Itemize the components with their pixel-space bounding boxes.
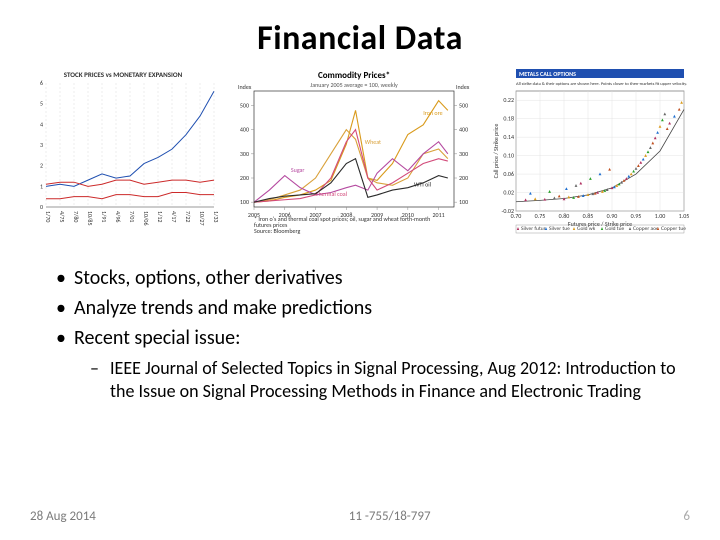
svg-text:Sugar: Sugar xyxy=(291,166,305,174)
svg-text:4: 4 xyxy=(40,120,43,128)
svg-text:1.00: 1.00 xyxy=(655,212,666,220)
svg-text:4/75: 4/75 xyxy=(58,211,66,222)
svg-text:400: 400 xyxy=(459,126,468,134)
svg-text:0.18: 0.18 xyxy=(503,115,514,123)
svg-text:1: 1 xyxy=(40,182,43,190)
svg-text:100: 100 xyxy=(240,198,249,206)
sub-bullet-item: IEEE Journal of Selected Topics in Signa… xyxy=(110,357,692,404)
svg-text:1/12: 1/12 xyxy=(156,211,164,222)
svg-text:500: 500 xyxy=(240,102,249,110)
svg-text:Index: Index xyxy=(456,83,470,91)
svg-text:400: 400 xyxy=(240,126,249,134)
svg-text:Copper aoe: Copper aoe xyxy=(633,226,659,232)
svg-text:0.80: 0.80 xyxy=(559,212,570,220)
svg-text:10/27: 10/27 xyxy=(198,211,206,225)
svg-text:0.70: 0.70 xyxy=(511,212,522,220)
footer-course: 11 -755/18-797 xyxy=(349,509,431,524)
slide: Financial Data STOCK PRICES vs MONETARY … xyxy=(0,0,720,540)
svg-text:METALS CALL OPTIONS: METALS CALL OPTIONS xyxy=(519,70,576,78)
chart-right: METALS CALL OPTIONS All strike data & the… xyxy=(490,69,690,239)
chart-left-svg: STOCK PRICES vs MONETARY EXPANSION 0 1 2 3 4 5… xyxy=(28,69,218,239)
svg-text:0.06: 0.06 xyxy=(503,170,514,178)
svg-text:200: 200 xyxy=(240,174,249,182)
svg-text:200: 200 xyxy=(459,174,468,182)
svg-text:Copper tue: Copper tue xyxy=(661,226,686,232)
svg-text:0.95: 0.95 xyxy=(631,212,642,220)
svg-text:6: 6 xyxy=(40,79,43,87)
svg-text:0.75: 0.75 xyxy=(535,212,546,220)
svg-text:0: 0 xyxy=(40,203,43,211)
svg-text:STOCK PRICES vs MONETARY EXPAN: STOCK PRICES vs MONETARY EXPANSION xyxy=(64,70,183,79)
svg-text:0.14: 0.14 xyxy=(503,133,514,141)
svg-text:Wheat: Wheat xyxy=(365,138,381,146)
svg-text:7/01: 7/01 xyxy=(128,211,136,222)
svg-text:100: 100 xyxy=(459,198,468,206)
svg-text:0.90: 0.90 xyxy=(607,212,618,220)
svg-text:1/70: 1/70 xyxy=(44,211,52,222)
slide-title: Financial Data xyxy=(28,18,692,59)
svg-text:0.85: 0.85 xyxy=(583,212,594,220)
charts-row: STOCK PRICES vs MONETARY EXPANSION 0 1 2 3 4 5… xyxy=(28,69,692,239)
svg-text:10/85: 10/85 xyxy=(86,211,94,225)
chart-left: STOCK PRICES vs MONETARY EXPANSION 0 1 2 3 4 5… xyxy=(28,69,218,239)
svg-text:WTI oil: WTI oil xyxy=(414,180,431,188)
svg-text:All strike data & their option: All strike data & their options are show… xyxy=(516,82,687,87)
svg-text:Thermal coal: Thermal coal xyxy=(316,190,347,198)
footer-date: 28 Aug 2014 xyxy=(30,509,96,524)
svg-text:0.10: 0.10 xyxy=(503,152,514,160)
svg-text:4/96: 4/96 xyxy=(114,211,122,222)
chart-right-svg: METALS CALL OPTIONS All strike data & the… xyxy=(490,69,690,239)
svg-text:2011: 2011 xyxy=(433,211,445,219)
svg-text:2: 2 xyxy=(40,162,43,170)
svg-text:Call price / Strike price: Call price / Strike price xyxy=(492,124,500,179)
svg-text:4/17: 4/17 xyxy=(170,211,178,222)
footer: 28 Aug 2014 11 -755/18-797 6 xyxy=(0,509,720,524)
bullet-item: Recent special issue: xyxy=(74,323,692,353)
svg-text:5: 5 xyxy=(40,100,43,108)
svg-text:0.02: 0.02 xyxy=(503,189,514,197)
svg-text:Silver tue: Silver tue xyxy=(549,226,570,232)
svg-text:Iron ore: Iron ore xyxy=(423,109,442,117)
svg-text:7/22: 7/22 xyxy=(184,211,192,222)
svg-text:Gold tue: Gold tue xyxy=(605,226,624,232)
svg-text:300: 300 xyxy=(459,150,468,158)
bullet-item: Analyze trends and make predictions xyxy=(74,293,692,323)
svg-text:3: 3 xyxy=(40,141,43,149)
footer-page: 6 xyxy=(683,509,690,524)
svg-text:Index: Index xyxy=(238,83,252,91)
bullet-item: Stocks, options, other derivatives xyxy=(74,263,692,293)
sub-bullet-list: IEEE Journal of Selected Topics in Signa… xyxy=(74,357,692,404)
svg-text:Silver futur: Silver futur xyxy=(521,226,546,232)
chart-mid: Commodity Prices*January 2005 average = … xyxy=(224,69,484,239)
svg-text:Gold wk: Gold wk xyxy=(577,226,596,232)
svg-text:10/06: 10/06 xyxy=(142,211,150,225)
svg-text:Source: Bloomberg: Source: Bloomberg xyxy=(254,227,300,235)
svg-text:1/33: 1/33 xyxy=(212,211,218,222)
chart-mid-svg: Commodity Prices*January 2005 average = … xyxy=(224,69,484,239)
svg-text:1.05: 1.05 xyxy=(679,212,690,220)
svg-text:300: 300 xyxy=(240,150,249,158)
svg-text:0.22: 0.22 xyxy=(503,96,514,104)
svg-text:1/91: 1/91 xyxy=(100,211,108,222)
bullet-list: Stocks, options, other derivatives Analy… xyxy=(28,263,692,404)
svg-text:500: 500 xyxy=(459,102,468,110)
svg-text:Commodity Prices*: Commodity Prices* xyxy=(318,70,390,81)
svg-text:7/80: 7/80 xyxy=(72,211,80,222)
svg-text:January 2005 average = 100, we: January 2005 average = 100, weekly xyxy=(310,81,398,89)
